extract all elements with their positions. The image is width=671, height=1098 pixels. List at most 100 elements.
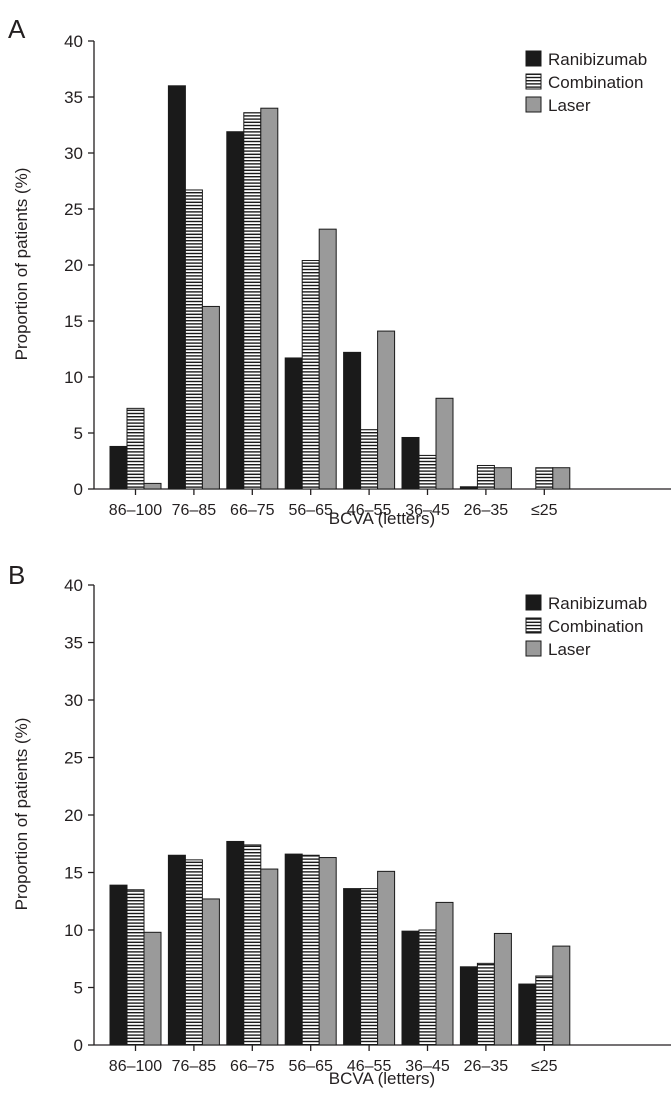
chart-b-svg: B 0 5 10 15 20 25 30 35 40 86–100 76–85 66–75 56–65 4… xyxy=(8,560,671,1088)
bar-a-laser-5 xyxy=(435,397,454,490)
bar-b-laser-5 xyxy=(435,901,454,1046)
y-tick-label-a-10: 10 xyxy=(64,368,83,387)
bar-b-ranibizumab-6 xyxy=(459,966,478,1046)
y-tick-label-a-15: 15 xyxy=(64,312,83,331)
bar-a-laser-7 xyxy=(552,467,571,490)
x-tick-label-b-0: 86–100 xyxy=(109,1058,162,1075)
x-tick-label-b-2: 66–75 xyxy=(230,1058,275,1075)
bar-b-laser-6 xyxy=(493,932,512,1046)
y-tick-label-a-25: 25 xyxy=(64,200,83,219)
legend-label-a-laser: Laser xyxy=(548,96,591,115)
x-tick-label-b-7: ≤25 xyxy=(531,1058,558,1075)
x-tick-label-b-5: 36–45 xyxy=(405,1058,450,1075)
x-tick-label-a-1: 76–85 xyxy=(172,502,217,519)
x-tick-label-a-0: 86–100 xyxy=(109,502,162,519)
legend-label-b-ranibizumab: Ranibizumab xyxy=(548,594,647,613)
y-axis-label-a: Proportion of patients (%) xyxy=(12,168,31,361)
legend-swatch-a-ranibizumab xyxy=(525,50,542,67)
y-tick-label-b-20: 20 xyxy=(64,806,83,825)
bar-b-combination-2 xyxy=(243,844,262,1046)
bar-a-ranibizumab-5 xyxy=(401,436,420,490)
bar-b-combination-5 xyxy=(418,929,437,1046)
x-tick-label-a-5: 36–45 xyxy=(405,502,450,519)
bar-a-ranibizumab-2 xyxy=(226,131,245,490)
x-tick-label-b-6: 26–35 xyxy=(464,1058,509,1075)
bar-b-ranibizumab-4 xyxy=(343,888,362,1046)
chart-panel-b: B 0 5 10 15 20 25 30 35 40 86–100 76–85 66–75 56–65 4… xyxy=(0,548,671,1093)
x-tick-label-a-3: 56–65 xyxy=(288,502,333,519)
bar-b-ranibizumab-2 xyxy=(226,840,245,1046)
plot-area-a: 0 5 10 15 20 25 30 35 40 86–100 76–85 66–75 56–65 46–… xyxy=(64,32,671,519)
panel-label-b: B xyxy=(8,560,25,590)
panel-label-a: A xyxy=(8,14,26,44)
bar-a-laser-1 xyxy=(201,305,220,490)
bar-b-laser-1 xyxy=(201,898,220,1046)
bar-b-combination-3 xyxy=(301,854,320,1046)
bar-a-combination-0 xyxy=(126,407,145,490)
bar-a-ranibizumab-3 xyxy=(284,357,303,490)
bar-a-combination-2 xyxy=(243,112,262,490)
legend-swatch-b-laser xyxy=(525,640,542,657)
x-axis-label-a: BCVA (letters) xyxy=(329,509,435,528)
y-tick-label-b-5: 5 xyxy=(74,979,83,998)
bar-b-ranibizumab-7 xyxy=(518,983,537,1046)
bar-a-laser-6 xyxy=(493,467,512,490)
bar-b-ranibizumab-3 xyxy=(284,853,303,1046)
y-tick-label-b-25: 25 xyxy=(64,749,83,768)
y-tick-label-a-20: 20 xyxy=(64,256,83,275)
bar-b-combination-7 xyxy=(535,975,554,1046)
bar-b-laser-4 xyxy=(377,870,396,1046)
bar-b-laser-2 xyxy=(260,868,279,1046)
bar-b-laser-3 xyxy=(318,857,337,1046)
y-axis-label-b: Proportion of patients (%) xyxy=(12,718,31,911)
chart-a-svg: A 0 5 10 15 20 25 30 35 40 86–100 76–85 66–75 56–65 4… xyxy=(8,14,671,528)
bar-a-combination-1 xyxy=(184,189,203,490)
bar-b-ranibizumab-1 xyxy=(167,854,186,1046)
x-tick-label-b-3: 56–65 xyxy=(288,1058,333,1075)
legend-label-a-ranibizumab: Ranibizumab xyxy=(548,50,647,69)
y-tick-label-a-40: 40 xyxy=(64,32,83,51)
y-tick-label-b-15: 15 xyxy=(64,864,83,883)
y-tick-label-b-30: 30 xyxy=(64,691,83,710)
legend-swatch-b-ranibizumab xyxy=(525,594,542,611)
bar-a-ranibizumab-0 xyxy=(109,445,128,490)
bar-a-laser-4 xyxy=(377,330,396,490)
y-tick-label-b-40: 40 xyxy=(64,576,83,595)
bar-a-combination-5 xyxy=(418,454,437,490)
y-tick-label-b-0: 0 xyxy=(74,1036,83,1055)
y-tick-label-a-0: 0 xyxy=(74,480,83,499)
bar-a-combination-7 xyxy=(535,467,554,490)
legend-swatch-a-laser xyxy=(525,96,542,113)
bar-b-combination-0 xyxy=(126,889,145,1046)
y-tick-label-b-10: 10 xyxy=(64,921,83,940)
x-tick-label-a-7: ≤25 xyxy=(531,502,558,519)
legend-swatch-a-combination xyxy=(525,73,542,90)
y-tick-label-a-30: 30 xyxy=(64,144,83,163)
plot-area-b: 0 5 10 15 20 25 30 35 40 86–100 76–85 66–75 56–65 46–… xyxy=(64,576,671,1075)
bar-a-laser-3 xyxy=(318,228,337,490)
bar-a-combination-3 xyxy=(301,260,320,490)
bar-a-ranibizumab-4 xyxy=(343,351,362,490)
x-tick-label-b-4: 46–55 xyxy=(347,1058,392,1075)
bar-b-laser-7 xyxy=(552,945,571,1046)
x-tick-label-a-4: 46–55 xyxy=(347,502,392,519)
bar-b-combination-6 xyxy=(476,962,495,1046)
bar-a-combination-6 xyxy=(476,464,495,490)
legend-b: Ranibizumab Combination Laser xyxy=(525,594,647,659)
x-tick-label-a-6: 26–35 xyxy=(464,502,509,519)
y-tick-label-a-5: 5 xyxy=(74,424,83,443)
x-tick-label-a-2: 66–75 xyxy=(230,502,275,519)
y-tick-label-a-35: 35 xyxy=(64,88,83,107)
bar-a-ranibizumab-1 xyxy=(167,85,186,490)
x-tick-label-b-1: 76–85 xyxy=(172,1058,217,1075)
bar-a-combination-4 xyxy=(360,429,379,490)
legend-label-b-combination: Combination xyxy=(548,617,643,636)
bar-a-ranibizumab-6 xyxy=(459,486,478,490)
bar-b-laser-0 xyxy=(143,931,162,1046)
legend-label-a-combination: Combination xyxy=(548,73,643,92)
bar-a-laser-0 xyxy=(143,482,162,490)
legend-label-b-laser: Laser xyxy=(548,640,591,659)
bar-a-laser-2 xyxy=(260,107,279,490)
bar-b-ranibizumab-5 xyxy=(401,930,420,1046)
legend-swatch-b-combination xyxy=(525,617,542,634)
